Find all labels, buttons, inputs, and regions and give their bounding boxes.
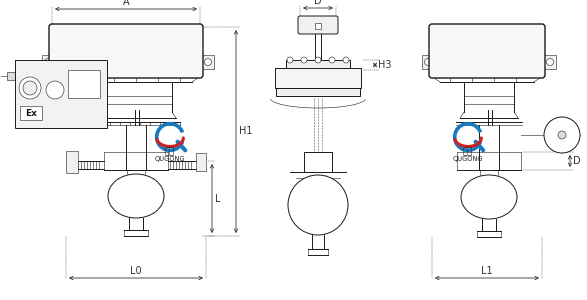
Text: QUGONG: QUGONG xyxy=(453,156,483,162)
Text: L1: L1 xyxy=(481,266,493,276)
Bar xyxy=(18,63,104,125)
Text: 渠工: 渠工 xyxy=(463,148,473,157)
Text: D: D xyxy=(314,0,322,6)
Text: D: D xyxy=(573,156,581,166)
Circle shape xyxy=(558,131,566,139)
Text: H3: H3 xyxy=(378,60,392,70)
Text: 渠工: 渠工 xyxy=(165,148,175,157)
Circle shape xyxy=(301,57,307,63)
Bar xyxy=(66,151,78,173)
Circle shape xyxy=(288,175,348,235)
Circle shape xyxy=(204,58,211,65)
Bar xyxy=(7,72,16,80)
Bar xyxy=(202,55,214,69)
Text: L0: L0 xyxy=(130,266,142,276)
Ellipse shape xyxy=(108,174,164,218)
Bar xyxy=(20,106,42,120)
Bar xyxy=(196,153,206,171)
Circle shape xyxy=(46,81,64,99)
Bar xyxy=(422,55,434,69)
Circle shape xyxy=(546,58,554,65)
Text: L: L xyxy=(215,194,221,203)
Circle shape xyxy=(315,57,321,63)
FancyBboxPatch shape xyxy=(298,16,338,34)
Circle shape xyxy=(424,58,431,65)
Text: QUGONG: QUGONG xyxy=(155,156,185,162)
Bar xyxy=(275,68,361,88)
Circle shape xyxy=(23,81,37,95)
Circle shape xyxy=(329,57,335,63)
Circle shape xyxy=(544,117,580,153)
Bar xyxy=(42,55,54,69)
Circle shape xyxy=(343,57,349,63)
Bar xyxy=(544,55,556,69)
Bar xyxy=(276,88,360,96)
Bar xyxy=(315,23,321,29)
FancyBboxPatch shape xyxy=(429,24,545,78)
Text: Ex: Ex xyxy=(25,109,37,118)
Bar xyxy=(68,70,100,98)
Bar xyxy=(304,152,332,172)
FancyBboxPatch shape xyxy=(49,24,203,78)
Ellipse shape xyxy=(461,175,517,219)
Circle shape xyxy=(287,57,293,63)
Text: A: A xyxy=(123,0,129,7)
Bar xyxy=(286,60,350,70)
Bar xyxy=(15,60,107,128)
Text: H1: H1 xyxy=(239,127,252,136)
Circle shape xyxy=(19,77,41,99)
Circle shape xyxy=(45,58,52,65)
